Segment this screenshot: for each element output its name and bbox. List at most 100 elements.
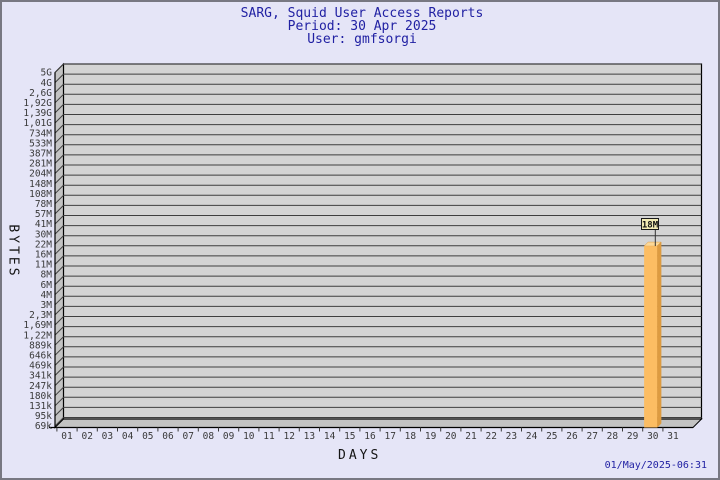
x-tick-label: 28 <box>607 431 619 442</box>
y-tick-label: 41M <box>35 219 52 230</box>
y-tick-connector <box>54 104 64 114</box>
y-tick-label: 247k <box>29 381 52 392</box>
data-bars <box>643 241 662 429</box>
chart-title: SARG, Squid User Access Reports <box>240 6 484 21</box>
gridlines <box>54 63 702 427</box>
x-tick-label: 25 <box>546 431 557 442</box>
y-tick-connector <box>54 114 64 124</box>
y-tick-label: 8M <box>41 270 53 281</box>
x-tick-label: 27 <box>586 431 597 442</box>
y-tick-label: 148M <box>29 179 52 190</box>
x-tick-label: 06 <box>162 431 174 442</box>
y-tick-label: 889k <box>29 340 52 351</box>
y-tick-connector <box>54 73 64 83</box>
x-tick-label: 13 <box>304 431 315 442</box>
floor <box>53 418 703 428</box>
x-tick-label: 30 <box>647 431 659 442</box>
chart-header: SARG, Squid User Access Reports Period: … <box>2 6 718 47</box>
y-tick-label: 22M <box>35 239 52 250</box>
x-tick-label: 17 <box>384 431 395 442</box>
x-tick-label: 14 <box>324 431 336 442</box>
y-tick-connector <box>54 225 64 235</box>
y-tick-label: 30M <box>35 229 52 240</box>
y-tick-labels: 5G4G2,6G1,92G1,39G1,01G734M533M387M281M2… <box>23 68 52 433</box>
y-tick-connector <box>54 316 64 326</box>
y-tick-label: 69k <box>35 421 52 432</box>
x-tick-label: 12 <box>283 431 294 442</box>
x-tick-label: 16 <box>364 431 376 442</box>
x-tick-label: 22 <box>485 431 496 442</box>
y-tick-connector <box>54 154 64 164</box>
x-tick-label: 19 <box>425 431 437 442</box>
annotation-value-label: 18M <box>642 220 659 230</box>
y-tick-label: 387M <box>29 149 52 160</box>
y-tick-connector <box>54 164 64 174</box>
x-tick-label: 31 <box>667 431 679 442</box>
y-tick-connector <box>54 255 64 265</box>
y-tick-connector <box>54 366 64 376</box>
y-tick-connector <box>54 184 64 195</box>
y-tick-connector <box>54 326 64 336</box>
plot-3d-walls <box>53 62 703 429</box>
y-tick-label: 734M <box>29 128 52 139</box>
y-tick-label: 5G <box>41 68 53 79</box>
y-tick-connector <box>54 124 64 134</box>
y-tick-label: 341k <box>29 371 52 382</box>
y-tick-connector <box>54 386 64 397</box>
y-tick-label: 3M <box>41 300 53 311</box>
chart-timestamp: 01/May/2025-06:31 <box>604 460 707 471</box>
x-tick-label: 20 <box>445 431 457 442</box>
annotation-box <box>641 218 659 230</box>
bar-annotations: 18M <box>641 218 659 247</box>
y-axis-title: BYTES <box>5 224 21 279</box>
bar-side-face <box>656 241 662 429</box>
y-tick-label: 1,39G <box>23 108 52 119</box>
y-tick-label: 16M <box>35 250 52 261</box>
y-tick-label: 4M <box>41 290 53 301</box>
y-tick-connector <box>54 346 64 356</box>
y-tick-label: 646k <box>29 351 52 362</box>
x-axis-title: DAYS <box>338 448 382 463</box>
x-tick-label: 29 <box>627 431 639 442</box>
y-tick-connector <box>54 417 64 427</box>
y-tick-label: 1,01G <box>23 118 52 129</box>
x-tick-label: 01 <box>61 431 73 442</box>
y-tick-connector <box>54 407 64 417</box>
y-tick-label: 1,69M <box>23 320 52 331</box>
y-tick-connector <box>54 245 64 255</box>
x-tick-label: 18 <box>405 431 417 442</box>
y-tick-connector <box>54 295 64 306</box>
x-tick-label: 24 <box>526 431 538 442</box>
y-tick-label: 281M <box>29 159 52 170</box>
x-tick-labels: 01 02 03 04 05 06 07 08 09 10 11 12 13 14 15 16 17 18 19 20… <box>56 427 679 442</box>
x-tick-label: 10 <box>243 431 255 442</box>
y-tick-connector <box>54 174 64 184</box>
x-tick-label: 04 <box>122 431 134 442</box>
y-tick-label: 78M <box>35 199 52 210</box>
chart-period: Period: 30 Apr 2025 <box>287 19 437 34</box>
y-tick-connector <box>54 265 64 275</box>
y-tick-label: 6M <box>41 280 53 291</box>
y-tick-connector <box>54 275 64 285</box>
y-tick-connector <box>54 215 64 225</box>
x-tick-label: 07 <box>182 431 193 442</box>
y-tick-label: 11M <box>35 260 52 271</box>
x-tick-label: 02 <box>81 431 92 442</box>
y-tick-label: 1,22M <box>23 330 52 341</box>
y-tick-label: 2,6G <box>29 88 52 99</box>
x-tick-label: 23 <box>506 431 517 442</box>
x-tick-label: 03 <box>102 431 113 442</box>
x-tick-label: 15 <box>344 431 355 442</box>
x-tick-label: 11 <box>263 431 275 442</box>
y-tick-connector <box>54 336 64 346</box>
chart-user: User: gmfsorgi <box>307 32 417 47</box>
y-tick-label: 2,3M <box>29 310 52 321</box>
y-tick-connector <box>54 396 64 407</box>
y-tick-label: 95k <box>35 411 52 422</box>
x-tick-label: 09 <box>223 431 235 442</box>
y-tick-label: 469k <box>29 361 52 372</box>
bar-front-face <box>644 246 658 428</box>
y-tick-connector <box>54 83 64 94</box>
